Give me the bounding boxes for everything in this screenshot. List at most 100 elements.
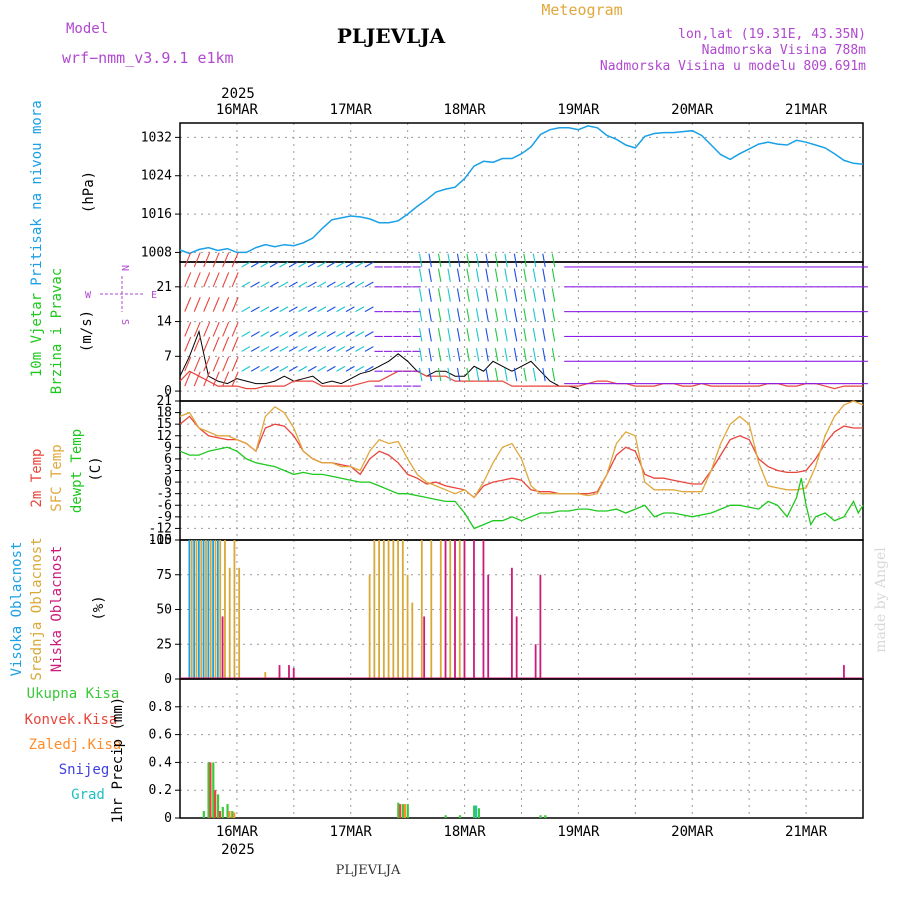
cloud-bar-1 <box>209 540 212 679</box>
cloud-bar-1 <box>368 574 371 679</box>
wind-barb <box>336 331 346 337</box>
wind-barb <box>447 328 451 342</box>
wind-barb <box>298 306 308 313</box>
day-label-top: 21MAR <box>785 102 828 118</box>
cloud-bar-1 <box>397 540 399 679</box>
year-top-label: 2025 <box>221 86 255 102</box>
wind-barb <box>241 281 251 288</box>
wind-barb <box>307 346 317 352</box>
cloud-bar-1 <box>238 567 241 679</box>
wind-barb <box>418 253 423 268</box>
wind-barb <box>456 288 461 302</box>
wind-ytick-label: 21 <box>156 280 172 295</box>
temperature-ytick-label: -12 <box>149 521 172 536</box>
wind-barb <box>212 371 220 387</box>
wind-barb <box>222 356 230 372</box>
cloud-bar-1 <box>200 540 203 679</box>
wind-barb <box>269 365 279 372</box>
wind-barb <box>193 297 201 312</box>
wind-barb <box>317 306 327 313</box>
wind-barb <box>203 252 211 268</box>
wind-barb <box>551 347 556 362</box>
wind-barb <box>475 328 480 342</box>
lonlat-label: lon,lat (19.31E, 43.35N) <box>678 27 866 42</box>
wind-barb <box>513 328 518 342</box>
wind-barb <box>203 336 211 352</box>
pressure-ytick-label: 1016 <box>141 207 172 222</box>
wind-barb <box>513 288 518 302</box>
cloud-bar-1 <box>373 540 376 679</box>
clouds-ytick-label: 50 <box>156 603 172 618</box>
wind-barb <box>193 321 201 337</box>
wind-barb <box>222 336 230 352</box>
wind-barb <box>456 328 461 342</box>
wind-barb <box>364 365 374 372</box>
meteogram-title: Meteogram <box>541 1 622 19</box>
wind-barb <box>466 347 470 362</box>
wind-barb <box>494 347 499 362</box>
wind-barb <box>203 371 211 387</box>
day-label-top: 18MAR <box>444 102 487 118</box>
wind-barb <box>250 365 260 372</box>
wind-barb <box>456 367 461 382</box>
compass-e: E <box>151 290 157 301</box>
wind-barb <box>307 261 317 268</box>
wind-barb <box>336 281 346 288</box>
cloud-bar-2 <box>511 567 513 679</box>
cloud-bar-2 <box>473 540 475 679</box>
precip-bar-1 <box>214 790 217 818</box>
wind-barb <box>222 272 230 288</box>
wind-barb <box>231 272 239 288</box>
wind-barb <box>428 268 432 282</box>
wind-barb <box>269 346 279 352</box>
temperature-ytick-label: 15 <box>156 417 172 432</box>
day-label-top: 19MAR <box>557 102 600 118</box>
wind-barb <box>184 297 192 312</box>
cloud-bar-0 <box>188 540 191 679</box>
precip-bar-0 <box>401 804 405 818</box>
wind-barb <box>466 367 470 382</box>
precip-ytick-label: 0 <box>164 811 172 826</box>
wind-barb <box>532 268 537 282</box>
wind-barb <box>418 308 423 322</box>
wind-barb <box>418 328 423 342</box>
temperature-ytick-label: 0 <box>164 475 172 490</box>
wind-ytick-label: 7 <box>164 349 172 364</box>
station-title: PLJEVLJA <box>337 24 446 48</box>
clouds-ytick-label: 75 <box>156 568 172 583</box>
wind-barb <box>279 281 289 288</box>
wind-barb <box>504 367 508 382</box>
cloud-ylabel-2: Srednja Oblacnost <box>29 537 45 680</box>
wind-barb <box>317 261 327 268</box>
cloud-bar-1 <box>195 540 198 679</box>
precip-bar-0 <box>202 811 205 818</box>
wind-barb <box>523 288 527 302</box>
wind-barb <box>437 268 442 282</box>
wind-barb <box>456 308 461 322</box>
temp-line-2 <box>179 446 864 530</box>
wind-barb <box>504 347 508 362</box>
wind-barb <box>288 306 298 313</box>
day-label-top: 17MAR <box>330 102 373 118</box>
wind-barb <box>307 365 317 372</box>
wind-barb <box>456 253 461 268</box>
wind-barb <box>317 365 327 372</box>
precip-bar-0 <box>231 811 234 818</box>
wind-barb <box>542 367 546 382</box>
wind-barb <box>523 328 527 342</box>
wind-barb <box>288 331 298 337</box>
wind-barb <box>447 308 451 322</box>
wind-barb <box>231 252 239 268</box>
precip-ylabel: 1hr Precip (mm) <box>110 697 126 823</box>
wind-barb <box>231 371 239 387</box>
cloud-bar-2 <box>539 574 542 679</box>
precip-bar-3 <box>474 805 478 818</box>
wind-compass: N W E S <box>85 265 157 325</box>
wind-barb <box>504 328 508 342</box>
wind-barb <box>466 253 470 268</box>
temperature-ytick-label: -6 <box>156 498 172 513</box>
wind-barb <box>437 288 442 302</box>
wind-barb <box>542 253 546 268</box>
wind-barb <box>447 367 451 382</box>
